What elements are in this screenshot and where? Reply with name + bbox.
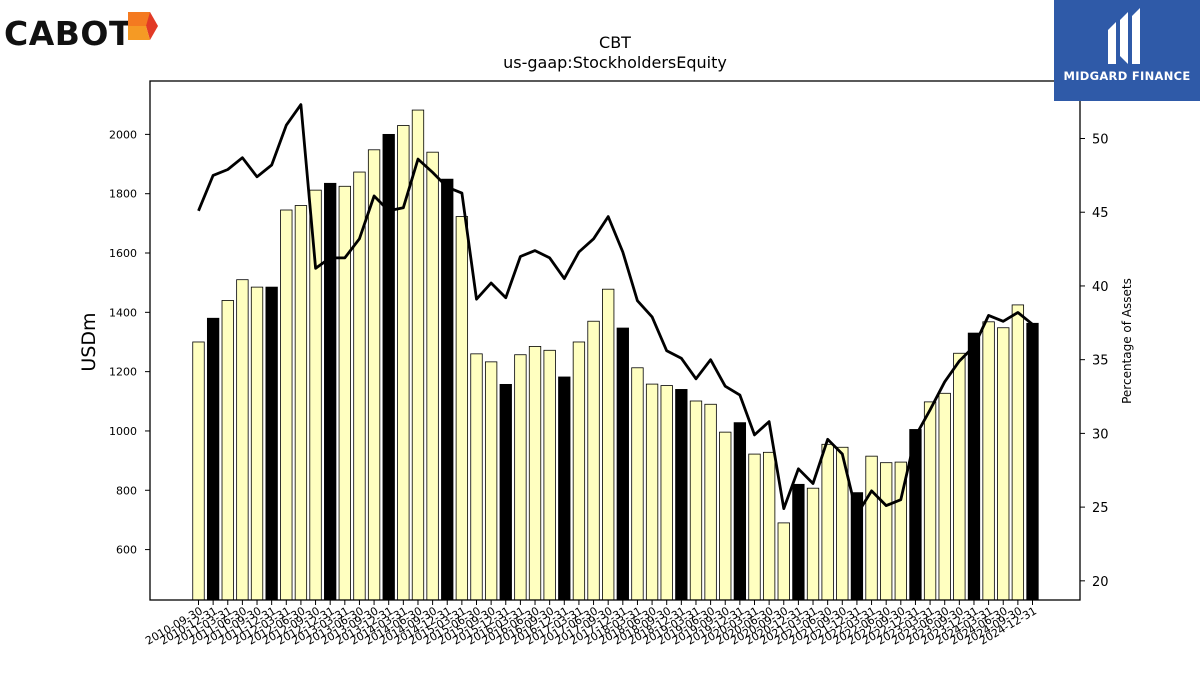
bar bbox=[455, 216, 469, 601]
series-line bbox=[197, 103, 1034, 516]
bar bbox=[923, 401, 937, 601]
cabot-logo-text: CABOT bbox=[4, 14, 132, 53]
bar bbox=[953, 352, 966, 601]
bar bbox=[997, 327, 1010, 601]
y2-tick-label: 45 bbox=[1092, 206, 1109, 221]
bar bbox=[631, 367, 644, 601]
bar bbox=[484, 361, 498, 601]
y-axis-label: USDm bbox=[78, 312, 100, 371]
bar bbox=[880, 462, 893, 601]
y-tick-label: 1800 bbox=[109, 188, 137, 201]
bar bbox=[719, 431, 732, 601]
y2-tick-label: 50 bbox=[1092, 133, 1109, 148]
bar bbox=[543, 349, 556, 601]
y2-tick-label: 25 bbox=[1092, 501, 1109, 516]
y2-tick-label: 20 bbox=[1092, 575, 1109, 590]
bar bbox=[309, 189, 322, 601]
bar bbox=[411, 109, 425, 601]
bar bbox=[426, 151, 439, 601]
bar bbox=[733, 422, 747, 601]
y-tick-label: 1600 bbox=[109, 247, 137, 260]
bar bbox=[660, 385, 673, 601]
y-tick-label: 1000 bbox=[109, 425, 137, 438]
bar bbox=[250, 286, 264, 601]
bar bbox=[221, 300, 234, 601]
bar bbox=[192, 341, 205, 601]
midgard-logo-text: MIDGARD FINANCE bbox=[1063, 69, 1191, 83]
y-tick-label: 600 bbox=[116, 544, 137, 557]
bar bbox=[762, 451, 776, 601]
bar bbox=[470, 353, 483, 601]
chart-subtitle: us-gaap:StockholdersEquity bbox=[503, 53, 727, 72]
bar bbox=[748, 453, 761, 601]
bar bbox=[206, 317, 220, 601]
bar bbox=[236, 279, 249, 601]
bar bbox=[967, 332, 981, 601]
bar bbox=[806, 487, 820, 601]
bar bbox=[821, 443, 834, 601]
bar bbox=[528, 346, 542, 601]
bar bbox=[616, 327, 629, 601]
bar bbox=[514, 354, 527, 601]
bar bbox=[572, 341, 586, 601]
bar bbox=[587, 320, 600, 601]
y-tick-label: 800 bbox=[116, 484, 137, 497]
bar bbox=[865, 455, 878, 601]
bar bbox=[777, 522, 790, 601]
bar bbox=[792, 483, 805, 601]
bar bbox=[1026, 322, 1039, 601]
y-tick-label: 1400 bbox=[109, 306, 137, 319]
bar bbox=[689, 400, 703, 601]
bar bbox=[294, 205, 308, 601]
bar bbox=[938, 392, 951, 601]
bar bbox=[645, 383, 659, 601]
y-tick-label: 1200 bbox=[109, 366, 137, 379]
cabot-mark-icon bbox=[128, 12, 158, 40]
bar bbox=[338, 185, 351, 601]
bar bbox=[675, 389, 688, 601]
y-tick-label: 2000 bbox=[109, 128, 137, 141]
bar bbox=[1011, 304, 1025, 601]
chart-title: CBT bbox=[599, 33, 631, 52]
y2-tick-label: 40 bbox=[1092, 280, 1109, 295]
bar bbox=[602, 288, 615, 601]
bar bbox=[558, 376, 571, 601]
bar bbox=[704, 403, 717, 601]
bar bbox=[367, 149, 381, 601]
y2-axis-label: Percentage of Assets bbox=[1120, 278, 1134, 404]
y2-tick-label: 30 bbox=[1092, 427, 1109, 442]
cabot-logo: CABOT bbox=[4, 6, 164, 56]
bar bbox=[982, 321, 995, 601]
bar bbox=[280, 209, 293, 601]
midgard-mark-icon bbox=[1108, 8, 1140, 64]
bar bbox=[324, 182, 337, 601]
bar bbox=[382, 133, 395, 601]
bar bbox=[441, 178, 454, 601]
bar bbox=[265, 286, 278, 601]
bar bbox=[499, 383, 512, 601]
plot-frame bbox=[149, 80, 1081, 601]
midgard-finance-logo: MIDGARD FINANCE bbox=[1054, 0, 1200, 101]
y2-tick-label: 35 bbox=[1092, 354, 1109, 369]
